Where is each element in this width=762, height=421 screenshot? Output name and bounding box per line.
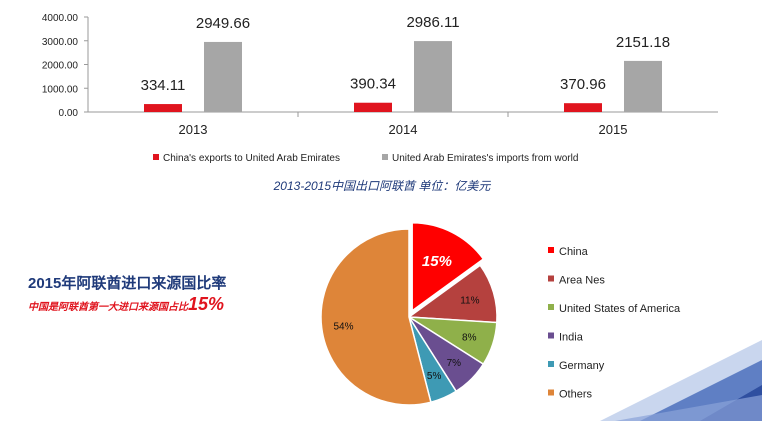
y-tick-label: 4000.00: [42, 13, 79, 24]
bar: [204, 41, 242, 113]
pie-slice-label: 11%: [460, 295, 479, 306]
pie-legend-label: Area Nes: [559, 275, 605, 287]
bar-value-label: 2986.11: [406, 14, 459, 31]
pie-slice-label: 8%: [462, 333, 477, 344]
pie-slice-label: 54%: [334, 321, 354, 332]
bar-value-label: 370.96: [560, 76, 606, 93]
bar-chart: 0.00 1000.00 2000.00 3000.00 4000.00 2013 334.…: [42, 13, 718, 193]
chart-caption: 2013-2015中国出口阿联酋 单位：亿美元: [273, 179, 492, 193]
pie-slice-label: 7%: [447, 358, 462, 369]
pie-legend-label: India: [559, 332, 584, 344]
legend-label: United Arab Emirates's imports from worl…: [392, 153, 578, 164]
bar: [414, 41, 452, 112]
y-tick-label: 3000.00: [42, 37, 79, 48]
pie-legend-swatch: [548, 361, 554, 367]
y-tick-label: 2000.00: [42, 61, 79, 72]
pie-legend-swatch: [548, 332, 554, 339]
x-category-label: 2013: [179, 122, 208, 137]
side-subtitle-text: 中国是阿联酋第一大进口来源国占比: [28, 302, 188, 313]
x-category-label: 2014: [389, 122, 418, 137]
x-category-label: 2015: [599, 122, 628, 137]
corner-decoration: [600, 340, 762, 421]
pie-slice-label: 5%: [427, 371, 442, 382]
pie-slice: [320, 228, 432, 406]
bar: [144, 104, 182, 112]
legend-label: China's exports to United Arab Emirates: [163, 153, 340, 164]
side-subtitle: 中国是阿联酋第一大进口来源国占比15%: [28, 294, 224, 315]
legend-swatch: [153, 154, 159, 160]
bar-value-label: 2151.18: [616, 34, 670, 51]
pie-legend-label: Others: [559, 389, 593, 401]
pie-slice-label: 15%: [422, 253, 452, 270]
legend-swatch: [382, 154, 388, 160]
bar: [354, 102, 392, 112]
pie-legend-swatch: [548, 304, 554, 310]
side-subtitle-value: 15%: [188, 294, 225, 314]
pie-slice: [411, 222, 485, 313]
bar: [624, 60, 662, 112]
bar-value-label: 390.34: [350, 76, 396, 93]
side-title: 2015年阿联酋进口来源国比率: [28, 275, 227, 292]
bar: [564, 103, 602, 112]
pie-legend-label: China: [559, 246, 589, 258]
bar-value-label: 2949.66: [196, 15, 250, 32]
pie-legend-swatch: [548, 389, 554, 396]
y-tick-label: 1000.00: [42, 84, 79, 95]
pie-legend-swatch: [548, 247, 554, 253]
y-tick-label: 0.00: [59, 108, 79, 119]
pie-legend-label: United States of America: [559, 303, 681, 315]
bar-value-label: 334.11: [141, 77, 186, 94]
pie-legend-label: Germany: [559, 360, 605, 372]
pie-legend-swatch: [548, 275, 554, 282]
